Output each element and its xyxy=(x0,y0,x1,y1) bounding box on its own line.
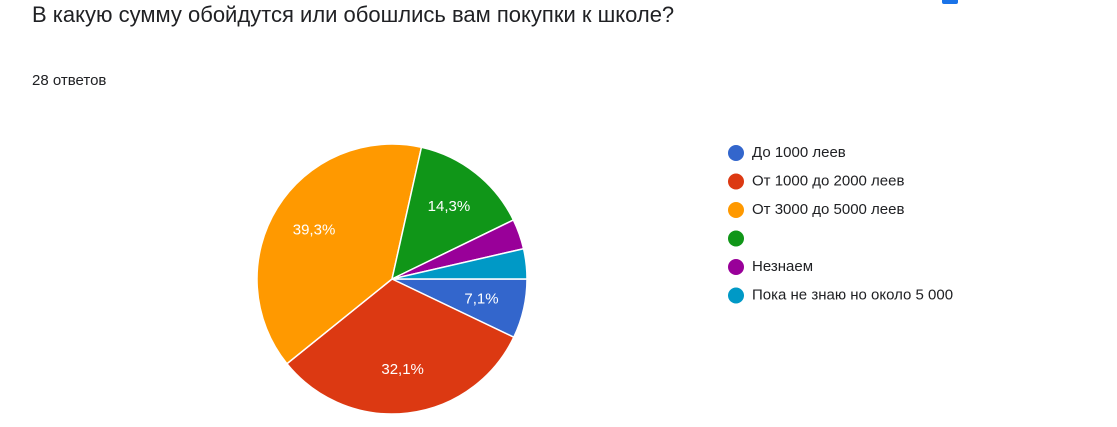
slice-label: 7,1% xyxy=(464,290,498,307)
slice-label: 39,3% xyxy=(293,222,336,239)
copy-icon[interactable] xyxy=(942,0,958,4)
legend-swatch xyxy=(728,259,744,275)
pie-slice xyxy=(256,143,423,365)
legend-label: От 3000 до 5000 леев xyxy=(752,201,904,218)
legend-swatch xyxy=(728,145,744,161)
chart-title: В какую сумму обойдутся или обошлись вам… xyxy=(32,2,674,27)
response-count: 28 ответов xyxy=(32,72,106,89)
legend-label: Пока не знаю но около 5 000 xyxy=(752,286,953,303)
legend-label: До 1000 леев xyxy=(752,144,846,161)
legend-label: От 1000 до 2000 леев xyxy=(752,172,904,189)
slice-label: 14,3% xyxy=(428,198,471,215)
legend-swatch xyxy=(728,230,744,247)
pie-slice xyxy=(390,146,515,281)
legend-swatch xyxy=(728,287,744,304)
pie-slice xyxy=(285,278,515,415)
slice-label: 32,1% xyxy=(381,361,424,378)
pie-slice xyxy=(391,247,528,280)
legend-label: Незнаем xyxy=(752,258,813,275)
legend-swatch xyxy=(728,202,744,218)
legend-swatch xyxy=(728,173,744,190)
